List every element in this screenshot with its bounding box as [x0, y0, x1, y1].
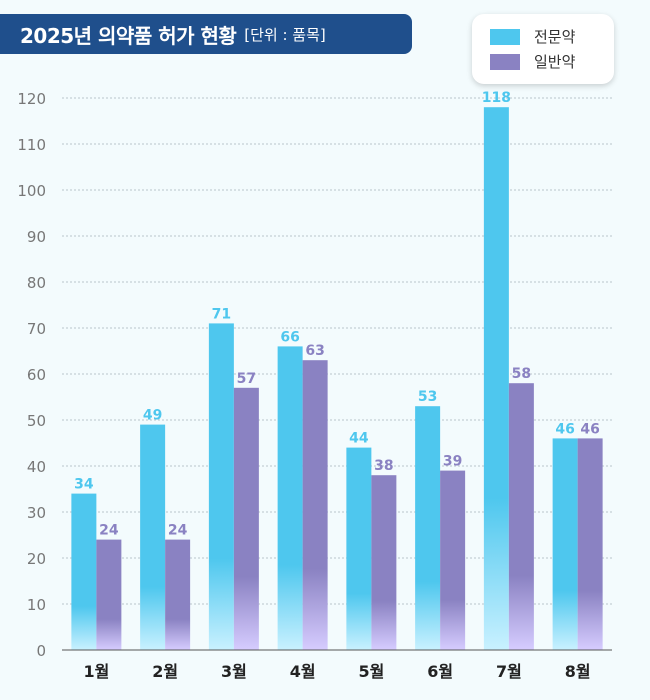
chart-title: 2025년 의약품 허가 현황	[20, 23, 237, 48]
data-label-prescription: 66	[280, 329, 299, 345]
y-tick-label: 70	[27, 320, 46, 338]
bar-prescription	[415, 406, 441, 650]
data-label-prescription: 71	[212, 306, 231, 322]
x-tick-label: 8월	[565, 662, 591, 681]
y-tick-label: 30	[27, 504, 46, 522]
bar-prescription	[346, 447, 372, 650]
data-label-otc: 38	[374, 458, 393, 474]
data-label-prescription: 34	[74, 477, 94, 493]
data-labels: 34 24 49 24 71 57 66 63 44 38 53 39 118 58 46 46	[74, 90, 600, 538]
legend-swatch-prescription	[490, 28, 520, 45]
data-label-prescription: 44	[349, 431, 369, 447]
y-tick-label: 80	[27, 274, 46, 292]
data-label-prescription: 53	[418, 389, 437, 405]
x-tick-label: 6월	[427, 662, 453, 681]
y-tick-label: 40	[27, 458, 46, 476]
data-label-prescription: 49	[143, 408, 162, 424]
y-tick-label: 60	[27, 366, 46, 384]
legend-swatch-otc	[490, 53, 520, 70]
x-tick-label: 2월	[152, 662, 178, 681]
y-tick-label: 90	[27, 228, 46, 246]
legend-label-prescription: 전문약	[534, 28, 576, 46]
y-tick-label: 20	[27, 550, 46, 568]
x-tick-label: 3월	[221, 662, 247, 681]
x-tick-label: 7월	[496, 662, 522, 681]
legend-label-otc: 일반약	[534, 53, 576, 71]
bar-otc	[302, 360, 328, 650]
y-tick-label: 10	[27, 596, 46, 614]
bar-otc	[96, 539, 122, 650]
data-label-otc: 58	[512, 366, 531, 382]
data-label-prescription: 118	[482, 90, 511, 106]
chart-title-banner: 2025년 의약품 허가 현황 [단위 : 품목]	[0, 14, 412, 54]
bar-otc	[165, 539, 191, 650]
bar-prescription	[552, 438, 578, 650]
y-tick-label: 120	[17, 90, 46, 108]
bar-otc	[577, 438, 603, 650]
bars	[71, 107, 603, 650]
bar-prescription	[277, 346, 303, 650]
bar-prescription	[208, 323, 234, 650]
data-label-otc: 39	[443, 454, 462, 470]
x-tick-label: 5월	[358, 662, 384, 681]
chart-unit-label: [단위 : 품목]	[244, 25, 326, 44]
bar-prescription	[483, 107, 509, 650]
bar-otc	[508, 383, 534, 650]
x-axis-ticks: 1월 2월 3월 4월 5월 6월 7월 8월	[83, 662, 590, 681]
data-label-otc: 46	[580, 421, 599, 437]
data-label-otc: 63	[305, 343, 324, 359]
y-tick-label: 50	[27, 412, 46, 430]
bar-otc	[440, 470, 466, 650]
data-label-otc: 24	[99, 523, 119, 539]
data-label-prescription: 46	[555, 421, 574, 437]
legend: 전문약 일반약	[472, 14, 614, 84]
bar-prescription	[71, 493, 97, 650]
y-tick-label: 110	[17, 136, 46, 154]
y-axis-ticks: 0 10 20 30 40 50 60 70 80 90 100 110 120	[17, 90, 46, 660]
x-tick-label: 1월	[83, 662, 109, 681]
legend-item-otc: 일반약	[490, 49, 614, 74]
y-tick-label: 0	[36, 642, 46, 660]
data-label-otc: 24	[168, 523, 188, 539]
bar-otc	[233, 387, 259, 650]
y-tick-label: 100	[17, 182, 46, 200]
x-tick-label: 4월	[290, 662, 316, 681]
bar-prescription	[140, 424, 166, 650]
data-label-otc: 57	[237, 371, 256, 387]
legend-item-prescription: 전문약	[490, 24, 614, 49]
bar-otc	[371, 475, 397, 650]
